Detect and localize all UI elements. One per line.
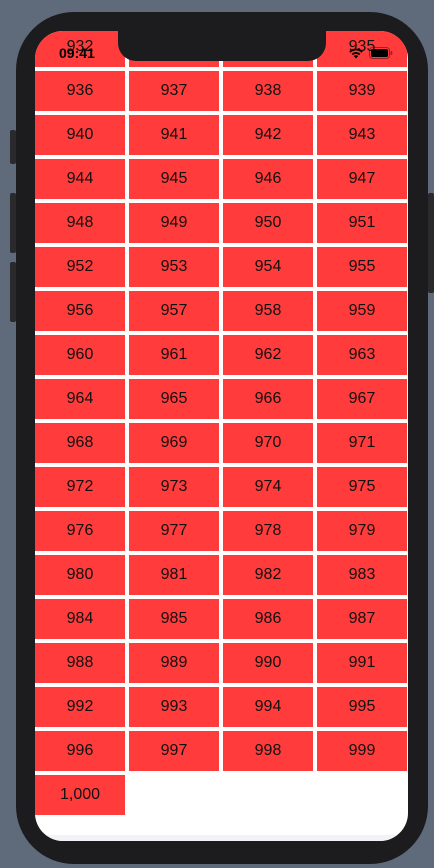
power-button bbox=[428, 193, 434, 293]
grid-cell[interactable]: 942 bbox=[223, 115, 313, 155]
grid-cell[interactable]: 958 bbox=[223, 291, 313, 331]
grid-cell[interactable]: 996 bbox=[35, 731, 125, 771]
grid-cell[interactable]: 957 bbox=[129, 291, 219, 331]
home-indicator-area bbox=[35, 835, 408, 841]
grid-cell[interactable]: 993 bbox=[129, 687, 219, 727]
grid-cell[interactable]: 992 bbox=[35, 687, 125, 727]
grid-cell[interactable]: 994 bbox=[223, 687, 313, 727]
grid-cell[interactable]: 951 bbox=[317, 203, 407, 243]
grid-cell[interactable]: 941 bbox=[129, 115, 219, 155]
grid-cell[interactable]: 1,000 bbox=[35, 775, 125, 815]
grid-cell[interactable]: 990 bbox=[223, 643, 313, 683]
grid-cell[interactable]: 946 bbox=[223, 159, 313, 199]
grid-cell[interactable]: 963 bbox=[317, 335, 407, 375]
grid-cell[interactable]: 944 bbox=[35, 159, 125, 199]
grid-cell[interactable]: 964 bbox=[35, 379, 125, 419]
grid-cell[interactable]: 955 bbox=[317, 247, 407, 287]
grid-cell[interactable]: 983 bbox=[317, 555, 407, 595]
grid-cell[interactable]: 960 bbox=[35, 335, 125, 375]
grid-cell[interactable]: 953 bbox=[129, 247, 219, 287]
grid-cell[interactable]: 965 bbox=[129, 379, 219, 419]
grid-cell[interactable]: 974 bbox=[223, 467, 313, 507]
grid-cell[interactable]: 947 bbox=[317, 159, 407, 199]
grid-cell[interactable]: 937 bbox=[129, 71, 219, 111]
grid-cell[interactable]: 991 bbox=[317, 643, 407, 683]
grid-cell[interactable]: 982 bbox=[223, 555, 313, 595]
grid-cell[interactable]: 954 bbox=[223, 247, 313, 287]
grid-cell[interactable]: 977 bbox=[129, 511, 219, 551]
notch bbox=[118, 31, 326, 61]
battery-icon bbox=[369, 46, 393, 64]
grid-cell[interactable]: 978 bbox=[223, 511, 313, 551]
grid-cell[interactable]: 956 bbox=[35, 291, 125, 331]
grid-cell[interactable]: 999 bbox=[317, 731, 407, 771]
grid-cell[interactable]: 968 bbox=[35, 423, 125, 463]
grid-cell[interactable]: 962 bbox=[223, 335, 313, 375]
grid-cell[interactable]: 936 bbox=[35, 71, 125, 111]
grid-cell[interactable]: 973 bbox=[129, 467, 219, 507]
grid-cell[interactable]: 970 bbox=[223, 423, 313, 463]
grid-cell[interactable]: 949 bbox=[129, 203, 219, 243]
grid-cell[interactable]: 997 bbox=[129, 731, 219, 771]
grid-cell[interactable]: 969 bbox=[129, 423, 219, 463]
grid-cell[interactable]: 945 bbox=[129, 159, 219, 199]
grid-cell[interactable]: 938 bbox=[223, 71, 313, 111]
grid-cell[interactable]: 979 bbox=[317, 511, 407, 551]
silent-switch bbox=[10, 130, 16, 164]
grid-cell[interactable]: 935 bbox=[317, 31, 407, 67]
grid-cell[interactable]: 998 bbox=[223, 731, 313, 771]
volume-down-button bbox=[10, 262, 16, 322]
grid-cell[interactable]: 995 bbox=[317, 687, 407, 727]
grid-cell[interactable]: 984 bbox=[35, 599, 125, 639]
grid-cell[interactable]: 961 bbox=[129, 335, 219, 375]
status-time: 09:41 bbox=[59, 45, 95, 61]
grid-cell[interactable]: 975 bbox=[317, 467, 407, 507]
grid-cell[interactable]: 989 bbox=[129, 643, 219, 683]
grid-cell[interactable]: 988 bbox=[35, 643, 125, 683]
wifi-icon bbox=[348, 46, 364, 64]
grid-cell[interactable]: 985 bbox=[129, 599, 219, 639]
grid-cell[interactable]: 959 bbox=[317, 291, 407, 331]
status-icons bbox=[348, 46, 393, 64]
grid-cell[interactable]: 950 bbox=[223, 203, 313, 243]
app-screen: 9329339349359369379389399409419429439449… bbox=[35, 31, 408, 841]
grid-cell[interactable]: 939 bbox=[317, 71, 407, 111]
grid-cell[interactable]: 981 bbox=[129, 555, 219, 595]
grid-cell[interactable]: 971 bbox=[317, 423, 407, 463]
grid-cell[interactable]: 952 bbox=[35, 247, 125, 287]
grid-cell[interactable]: 932 bbox=[35, 31, 125, 67]
grid-cell[interactable]: 972 bbox=[35, 467, 125, 507]
grid-cell[interactable]: 967 bbox=[317, 379, 407, 419]
volume-up-button bbox=[10, 193, 16, 253]
grid-cell[interactable]: 976 bbox=[35, 511, 125, 551]
grid-cell[interactable]: 987 bbox=[317, 599, 407, 639]
grid-cell[interactable]: 948 bbox=[35, 203, 125, 243]
grid-cell[interactable]: 986 bbox=[223, 599, 313, 639]
grid-cell[interactable]: 943 bbox=[317, 115, 407, 155]
grid-cell[interactable]: 940 bbox=[35, 115, 125, 155]
grid-cell[interactable]: 980 bbox=[35, 555, 125, 595]
grid-cell[interactable]: 966 bbox=[223, 379, 313, 419]
